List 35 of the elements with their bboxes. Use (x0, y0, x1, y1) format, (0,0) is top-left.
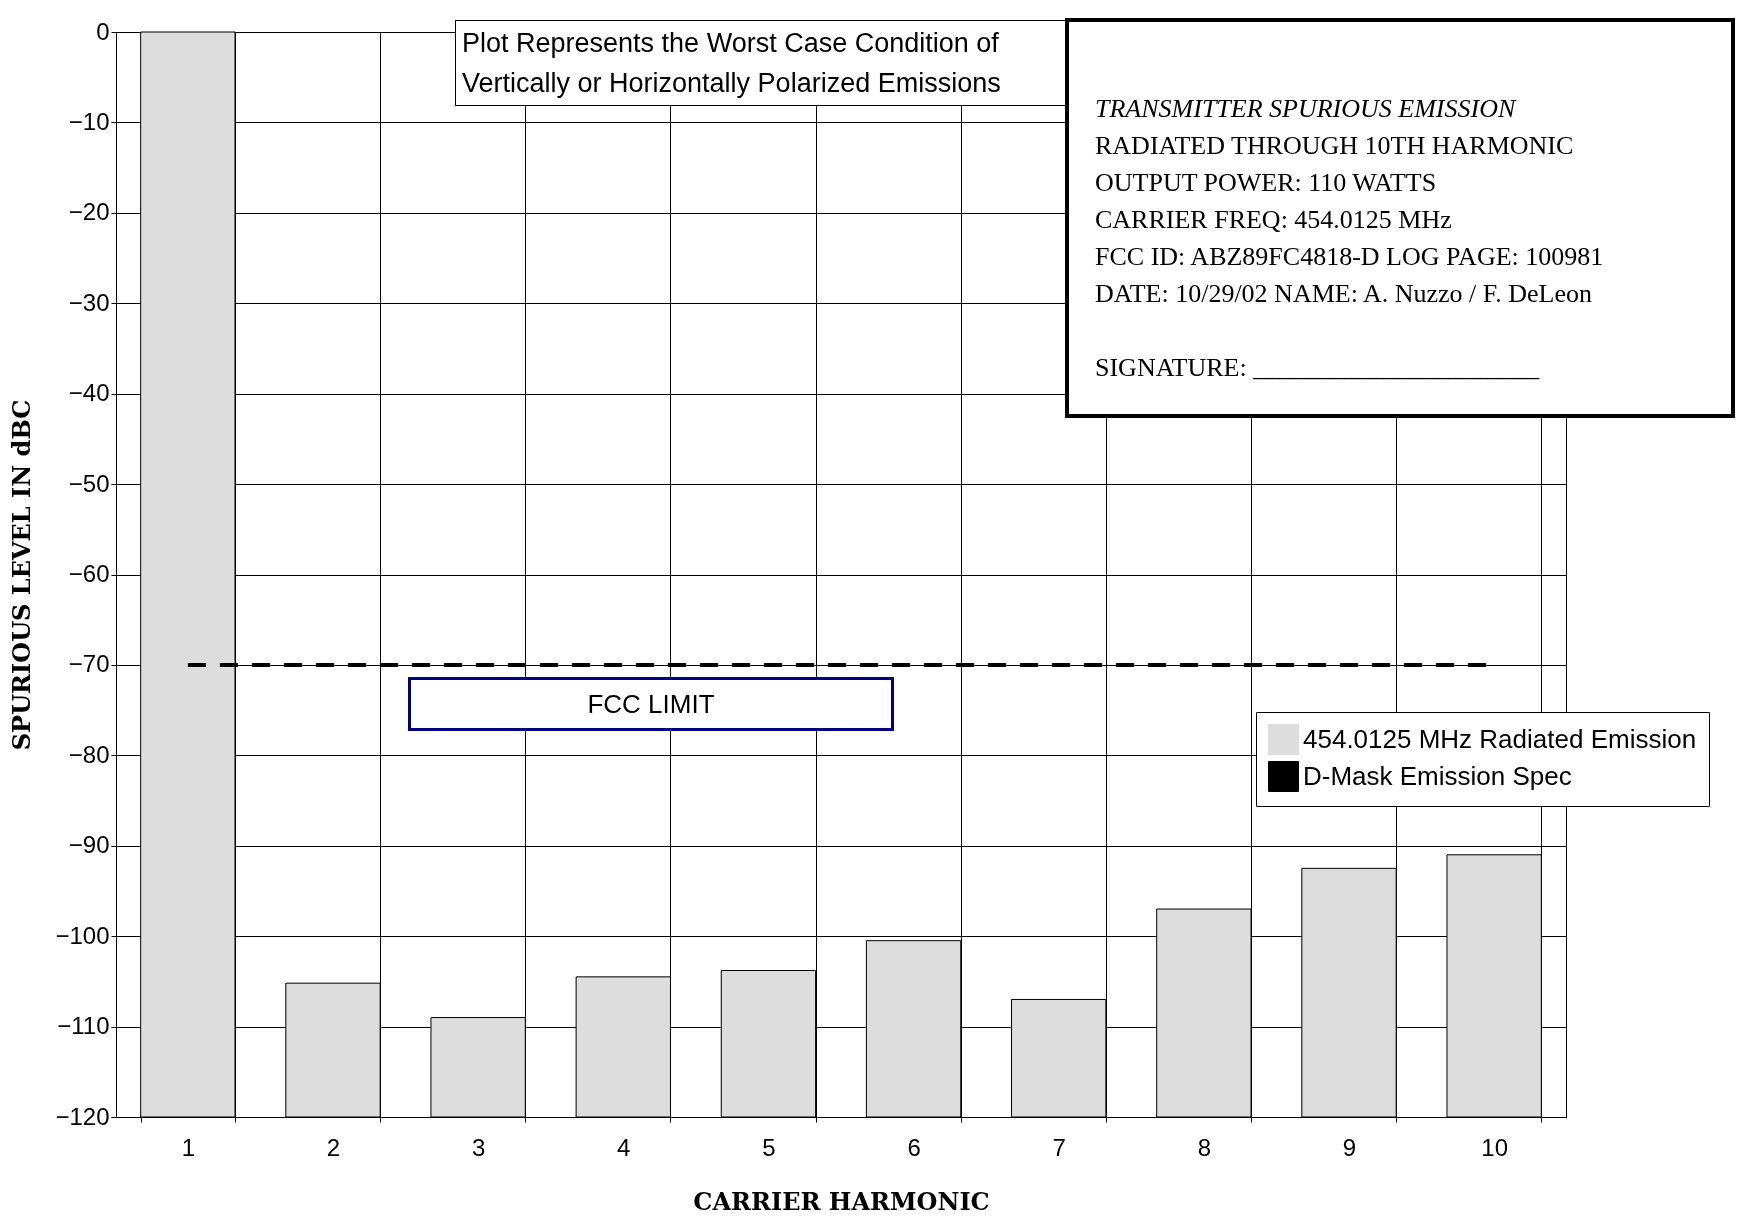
y-tick-label: −90 (68, 831, 110, 859)
y-tick-label: −100 (55, 921, 110, 949)
x-tick-label: 6 (907, 1133, 921, 1161)
x-tick-label: 7 (1052, 1133, 1066, 1161)
y-tick-label: −50 (68, 469, 110, 497)
y-tick-label: −80 (68, 740, 110, 768)
legend-label: 454.0125 MHz Radiated Emission (1303, 723, 1697, 754)
x-tick-label: 2 (326, 1133, 341, 1161)
annotation: SIGNATURE: ______________________ (1095, 352, 1541, 384)
x-tick-label: 4 (617, 1133, 631, 1161)
y-axis-title: SPURIOUS LEVEL IN dBC (7, 399, 37, 751)
y-tick-label: 0 (96, 17, 110, 45)
y-tick-label: −30 (68, 288, 110, 316)
x-tick-label: 9 (1342, 1133, 1357, 1161)
label-box: FCC LIMIT (408, 677, 894, 731)
x-tick-label: 5 (762, 1133, 776, 1161)
y-tick-label: −70 (68, 650, 110, 678)
y-tick-label: −20 (68, 198, 110, 226)
x-tick-label: 3 (471, 1133, 486, 1161)
annotation: CARRIER FREQ: 454.0125 MHz (1095, 204, 1453, 236)
annotation: TRANSMITTER SPURIOUS EMISSION (1095, 93, 1518, 125)
y-tick-label: −60 (68, 560, 110, 587)
x-tick-label: 8 (1197, 1133, 1212, 1161)
y-tick-label: −120 (55, 1102, 110, 1130)
x-tick-label: 10 (1481, 1133, 1508, 1161)
annotation: RADIATED THROUGH 10TH HARMONIC (1095, 130, 1575, 162)
x-tick-label: 1 (181, 1133, 196, 1161)
y-tick-label: −40 (68, 379, 110, 407)
annotation: DATE: 10/29/02 NAME: A. Nuzzo / F. DeLeon (1095, 278, 1593, 310)
annotation: FCC ID: ABZ89FC4818-D LOG PAGE: 100981 (1095, 241, 1605, 273)
x-axis-title: CARRIER HARMONIC (693, 1186, 990, 1216)
y-tick-label: −10 (68, 107, 110, 135)
legend-label: D-Mask Emission Spec (1303, 760, 1572, 791)
y-tick-label: −110 (57, 1012, 110, 1040)
annotation: OUTPUT POWER: 110 WATTS (1095, 167, 1438, 199)
